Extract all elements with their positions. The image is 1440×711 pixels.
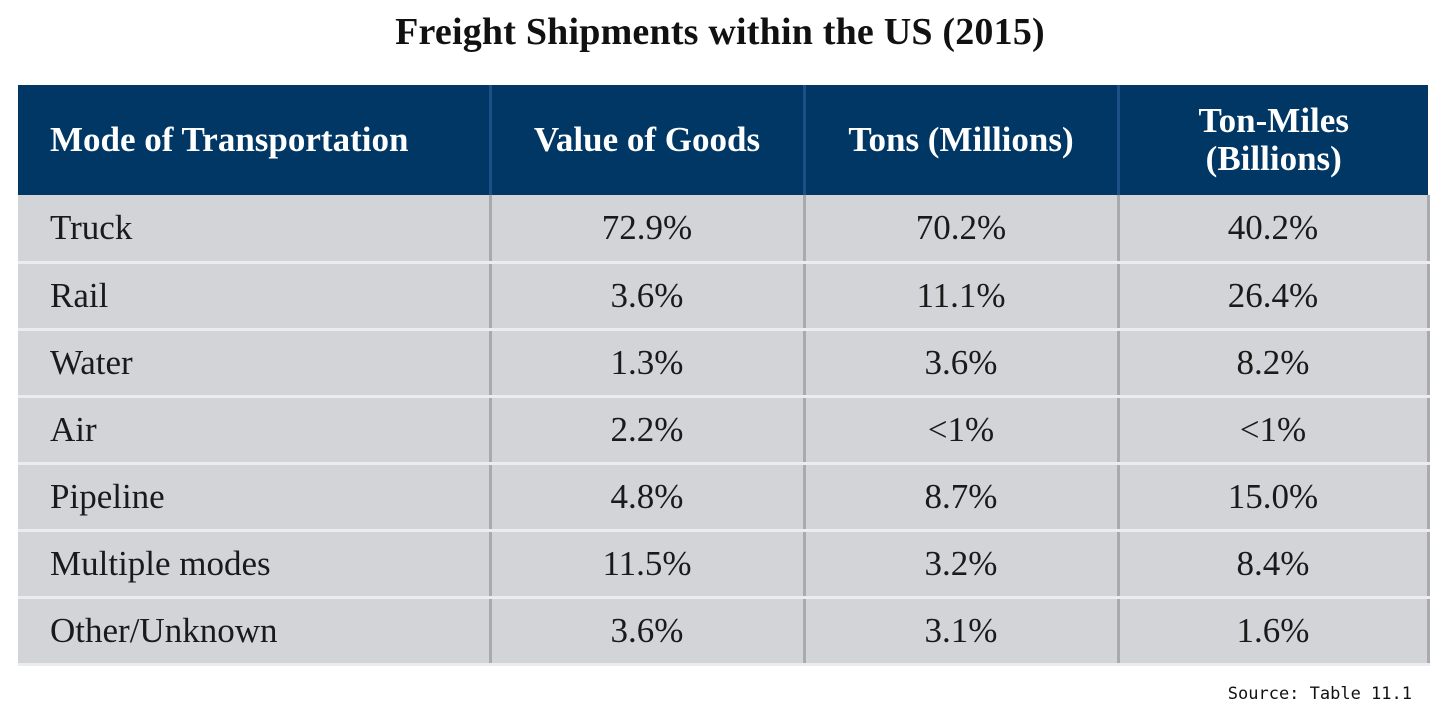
- cell-value-of-goods: 4.8%: [490, 463, 806, 532]
- table-body: Truck 72.9% 70.2% 40.2% Rail 3.6% 11.1% 26.4% Wa…: [18, 195, 1430, 666]
- cell-tons: 3.2%: [804, 530, 1120, 599]
- cell-mode: Truck: [18, 195, 492, 264]
- cell-mode: Pipeline: [18, 463, 492, 532]
- cell-value-of-goods: 3.6%: [490, 262, 806, 331]
- cell-tons: 70.2%: [804, 195, 1120, 264]
- cell-value-of-goods: 2.2%: [490, 396, 806, 465]
- freight-table-container: Mode of Transportation Value of Goods To…: [18, 85, 1430, 666]
- table-row: Pipeline 4.8% 8.7% 15.0%: [18, 463, 1430, 532]
- cell-value-of-goods: 11.5%: [490, 530, 806, 599]
- cell-ton-miles: 8.2%: [1118, 329, 1430, 398]
- cell-tons: 11.1%: [804, 262, 1120, 331]
- cell-tons: 8.7%: [804, 463, 1120, 532]
- cell-value-of-goods: 1.3%: [490, 329, 806, 398]
- column-header-ton-miles-line1: Ton-Miles: [1198, 101, 1349, 140]
- cell-ton-miles: 15.0%: [1118, 463, 1430, 532]
- cell-mode: Air: [18, 396, 492, 465]
- cell-mode: Multiple modes: [18, 530, 492, 599]
- table-header: Mode of Transportation Value of Goods To…: [18, 85, 1428, 195]
- cell-value-of-goods: 3.6%: [490, 597, 806, 666]
- table-row: Rail 3.6% 11.1% 26.4%: [18, 262, 1430, 331]
- table-row: Other/Unknown 3.6% 3.1% 1.6%: [18, 597, 1430, 666]
- cell-ton-miles: 26.4%: [1118, 262, 1430, 331]
- table-title: Freight Shipments within the US (2015): [395, 11, 1045, 53]
- column-header-ton-miles: Ton-Miles (Billions): [1118, 85, 1428, 195]
- cell-tons: 3.1%: [804, 597, 1120, 666]
- column-header-ton-miles-line2: (Billions): [1205, 139, 1342, 178]
- table-row: Multiple modes 11.5% 3.2% 8.4%: [18, 530, 1430, 599]
- cell-mode: Water: [18, 329, 492, 398]
- cell-mode: Rail: [18, 262, 492, 331]
- cell-ton-miles: <1%: [1118, 396, 1430, 465]
- column-header-value: Value of Goods: [490, 85, 806, 195]
- header-row: Mode of Transportation Value of Goods To…: [18, 85, 1428, 195]
- table-row: Water 1.3% 3.6% 8.2%: [18, 329, 1430, 398]
- cell-mode: Other/Unknown: [18, 597, 492, 666]
- source-note: Source: Table 11.1: [1227, 684, 1412, 704]
- column-header-mode: Mode of Transportation: [18, 85, 492, 195]
- cell-tons: 3.6%: [804, 329, 1120, 398]
- column-header-tons: Tons (Millions): [804, 85, 1120, 195]
- cell-ton-miles: 40.2%: [1118, 195, 1430, 264]
- cell-ton-miles: 8.4%: [1118, 530, 1430, 599]
- cell-ton-miles: 1.6%: [1118, 597, 1430, 666]
- cell-value-of-goods: 72.9%: [490, 195, 806, 264]
- freight-table: Mode of Transportation Value of Goods To…: [18, 85, 1430, 666]
- table-row: Air 2.2% <1% <1%: [18, 396, 1430, 465]
- cell-tons: <1%: [804, 396, 1120, 465]
- table-row: Truck 72.9% 70.2% 40.2%: [18, 195, 1430, 264]
